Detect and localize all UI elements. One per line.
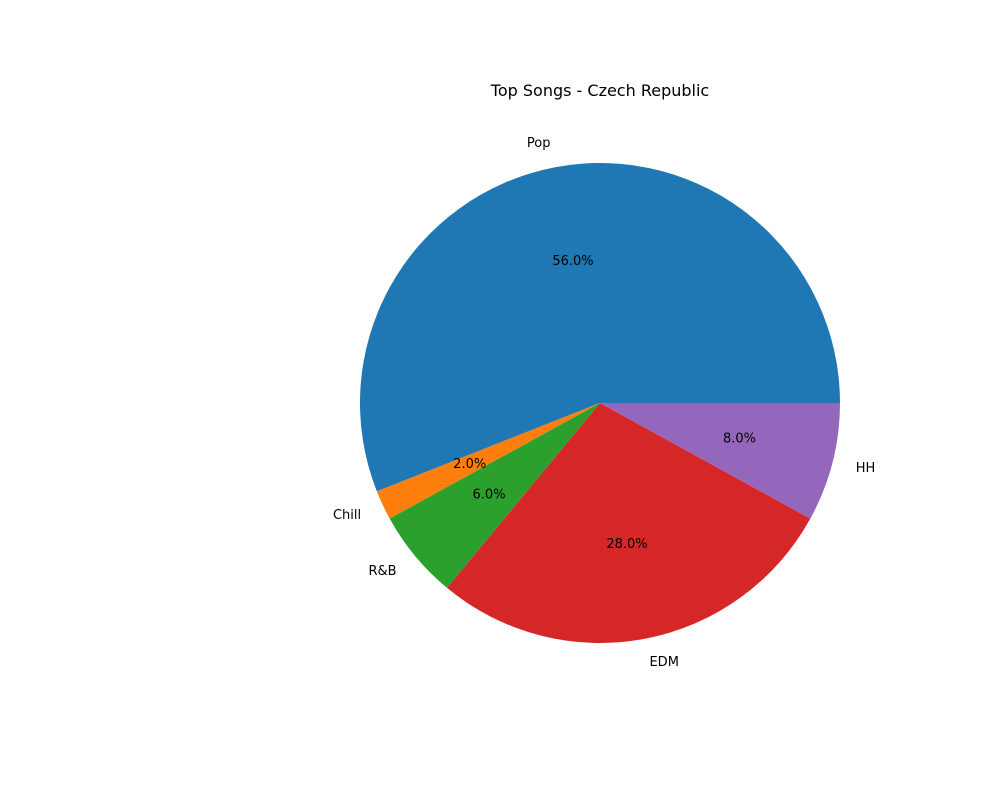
category-label-r-b: R&B bbox=[368, 564, 396, 579]
category-label-hh: HH bbox=[856, 461, 876, 476]
category-label-edm: EDM bbox=[649, 655, 678, 670]
percent-label-hh: 8.0% bbox=[723, 431, 756, 446]
chart-title: Top Songs - Czech Republic bbox=[490, 81, 709, 100]
percent-label-chill: 2.0% bbox=[453, 457, 486, 472]
pie-slice-hh bbox=[600, 403, 840, 519]
pie-slices bbox=[360, 163, 840, 643]
pie-labels: Pop 56.0% Chill 2.0% R&B 6.0% EDM 28.0% HH 8.0% bbox=[333, 136, 875, 670]
category-label-chill: Chill bbox=[333, 508, 361, 523]
category-label-pop: Pop bbox=[527, 136, 551, 151]
pie-slice-pop bbox=[360, 163, 840, 492]
pie-slice-edm bbox=[447, 403, 811, 643]
pie-slice-chill bbox=[376, 403, 600, 519]
pie-slice-r-b bbox=[389, 403, 600, 588]
percent-label-edm: 28.0% bbox=[606, 537, 647, 552]
percent-label-pop: 56.0% bbox=[552, 254, 593, 269]
percent-label-r-b: 6.0% bbox=[473, 487, 506, 502]
